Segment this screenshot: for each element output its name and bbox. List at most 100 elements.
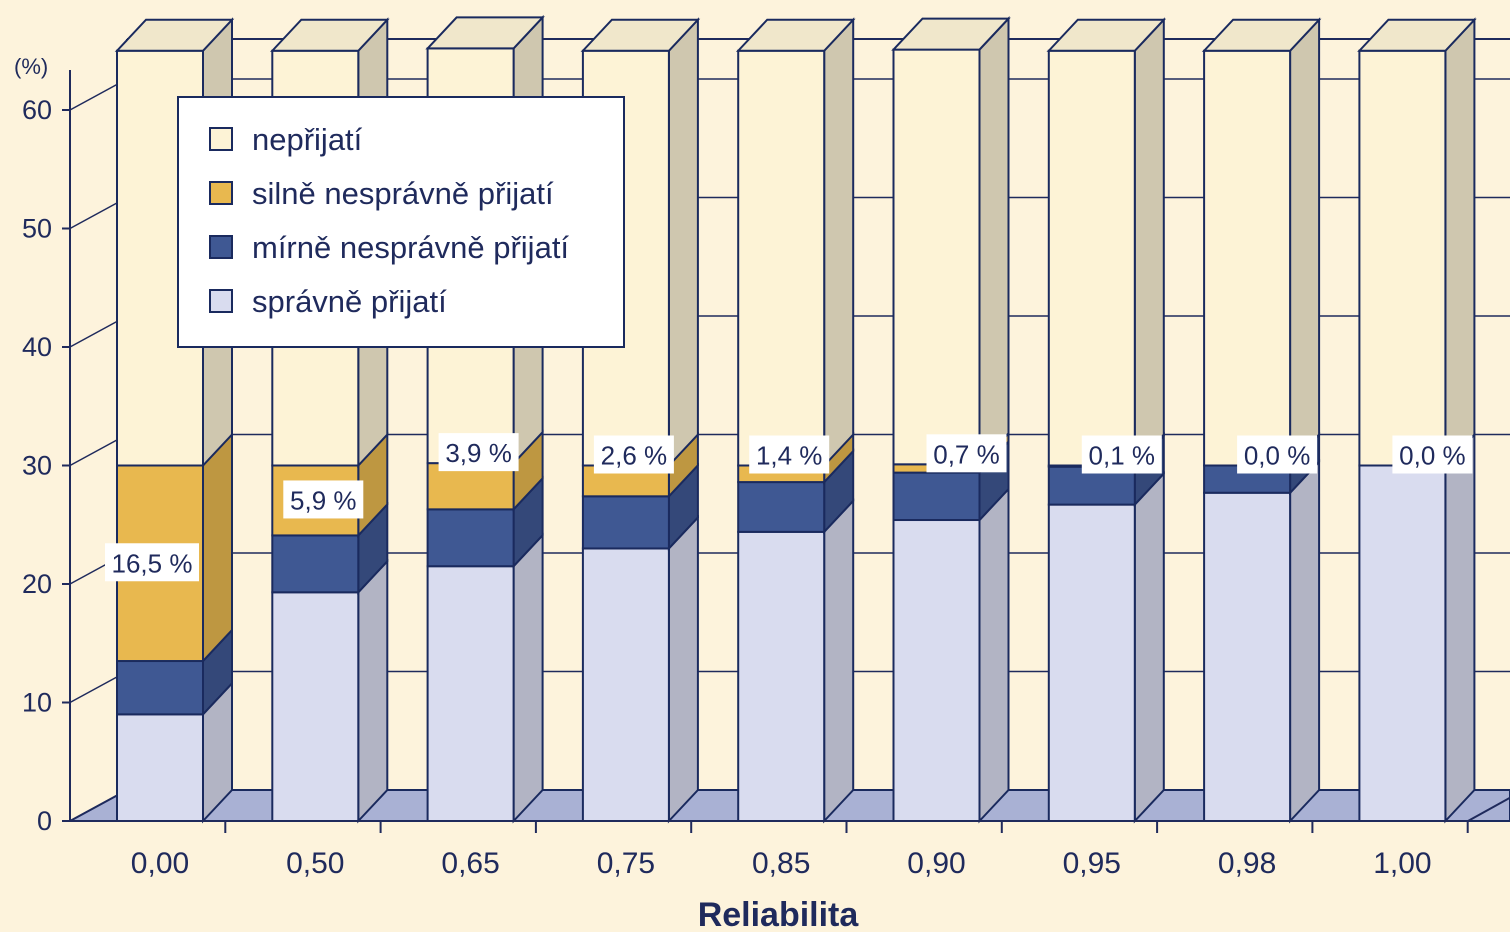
data-label-text: 0,0 %: [1244, 441, 1311, 471]
bar-front: [271, 534, 360, 594]
legend-item: mírně nesprávně přijatí: [209, 230, 569, 265]
x-tick-label: 0,75: [597, 847, 655, 880]
bar-segment: [116, 680, 233, 824]
bar-top: [1357, 18, 1477, 52]
data-label: 0,7 %: [926, 434, 1007, 473]
legend-label: správně přijatí: [252, 284, 447, 319]
x-tick-label: 0,85: [752, 847, 810, 880]
x-tick-label: 0,95: [1063, 847, 1121, 880]
bar-front: [737, 530, 826, 822]
y-tick-label: 30: [22, 451, 52, 481]
y-tick-label: 40: [22, 332, 52, 362]
bar-front: [737, 481, 826, 533]
bar-segment: [426, 532, 544, 824]
data-label-bg: [926, 434, 1007, 473]
data-label-bg: [438, 433, 519, 472]
data-label-bg: [593, 435, 674, 474]
data-label: 0,0 %: [1392, 435, 1473, 474]
bar-side: [202, 431, 233, 664]
x-tick-label: 0,90: [907, 847, 965, 880]
legend-label: nepřijatí: [252, 122, 363, 157]
bar-front: [426, 565, 515, 822]
data-label-text: 0,0 %: [1399, 441, 1466, 471]
data-label-text: 16,5 %: [112, 548, 193, 578]
legend-label: silně nesprávně přijatí: [252, 176, 554, 211]
legend-label: mírně nesprávně přijatí: [252, 230, 569, 265]
legend-swatch: [209, 127, 233, 151]
data-label-text: 5,9 %: [290, 485, 357, 515]
data-label-text: 1,4 %: [756, 441, 823, 471]
bar-top: [580, 18, 701, 52]
data-label-text: 0,7 %: [933, 439, 1000, 469]
data-label-bg: [283, 480, 364, 519]
bar-side: [1133, 17, 1165, 469]
bar-segment: [1047, 471, 1165, 824]
bar-side: [1289, 459, 1321, 824]
data-label-bg: [749, 435, 830, 474]
bar-side: [1444, 17, 1476, 469]
bar-front: [271, 591, 360, 822]
bar-side: [1444, 431, 1476, 824]
bar-segment: [892, 486, 1010, 824]
bar-front: [1203, 491, 1292, 822]
y-axis: (%) 0 10 20 30 40 50 60: [14, 54, 71, 836]
bar-segment: [581, 514, 699, 824]
data-label-text: 3,9 %: [445, 438, 512, 468]
bar-side: [512, 532, 544, 824]
legend-item: správně přijatí: [209, 284, 447, 319]
bar-top: [891, 17, 1011, 51]
x-tick-label: 1,00: [1373, 847, 1431, 880]
bar-side: [823, 498, 855, 824]
legend-swatch: [209, 289, 233, 313]
legend-box: [177, 96, 625, 348]
bar-front: [116, 660, 204, 716]
x-tick-label: 0,50: [286, 847, 344, 880]
y-axis-unit: (%): [14, 54, 48, 79]
bar-side: [1133, 471, 1165, 824]
bar-segment: [891, 16, 1011, 467]
data-label-text: 0,1 %: [1089, 441, 1156, 471]
bar-front: [892, 519, 981, 822]
bar-top: [735, 18, 856, 52]
x-axis-title: Reliabilita: [698, 896, 860, 932]
bar-side: [978, 486, 1010, 824]
legend: nepřijatí silně nesprávně přijatí mírně ne…: [177, 96, 625, 348]
y-tick-label: 50: [22, 214, 52, 244]
x-tick-label: 0,00: [131, 847, 189, 880]
data-label-bg: [1081, 435, 1162, 474]
bar-segment: [1201, 17, 1322, 469]
bar-front: [1203, 49, 1292, 467]
y-tick-label: 0: [37, 806, 52, 836]
bar-front: [426, 508, 515, 568]
bar-segment: [116, 627, 233, 717]
data-label: 3,9 %: [438, 433, 519, 472]
bar-segment: [735, 17, 856, 469]
bar-segment: [737, 498, 855, 824]
bar-top: [269, 18, 390, 52]
bar-front: [1358, 49, 1447, 467]
legend-swatch: [209, 235, 233, 259]
x-axis-end: [1467, 796, 1510, 822]
bar-side: [667, 17, 699, 469]
x-tick-label: 0,98: [1218, 847, 1276, 880]
data-label: 2,6 %: [593, 435, 674, 474]
bar-segment: [1358, 431, 1476, 824]
bar-side: [1289, 17, 1321, 469]
bar-front: [892, 471, 981, 522]
bar-top: [425, 16, 545, 50]
y-tick-label: 60: [22, 95, 52, 125]
bar-front: [581, 547, 670, 822]
data-label: 16,5 %: [105, 543, 199, 582]
bar-front: [737, 49, 826, 467]
bar-front: [1047, 503, 1136, 822]
data-label-text: 2,6 %: [601, 441, 668, 471]
data-label: 5,9 %: [283, 480, 364, 519]
x-axis: Reliabilita 0,00 0,50 0,65 0,75 0,85 0,90 0,95…: [70, 796, 1510, 932]
x-tick-label: 0,65: [441, 847, 499, 880]
data-label: 0,0 %: [1237, 435, 1318, 474]
bar-segment: [426, 475, 544, 569]
data-label-bg: [1237, 435, 1318, 474]
bar-segment: [1046, 17, 1167, 469]
bar-side: [357, 558, 389, 824]
